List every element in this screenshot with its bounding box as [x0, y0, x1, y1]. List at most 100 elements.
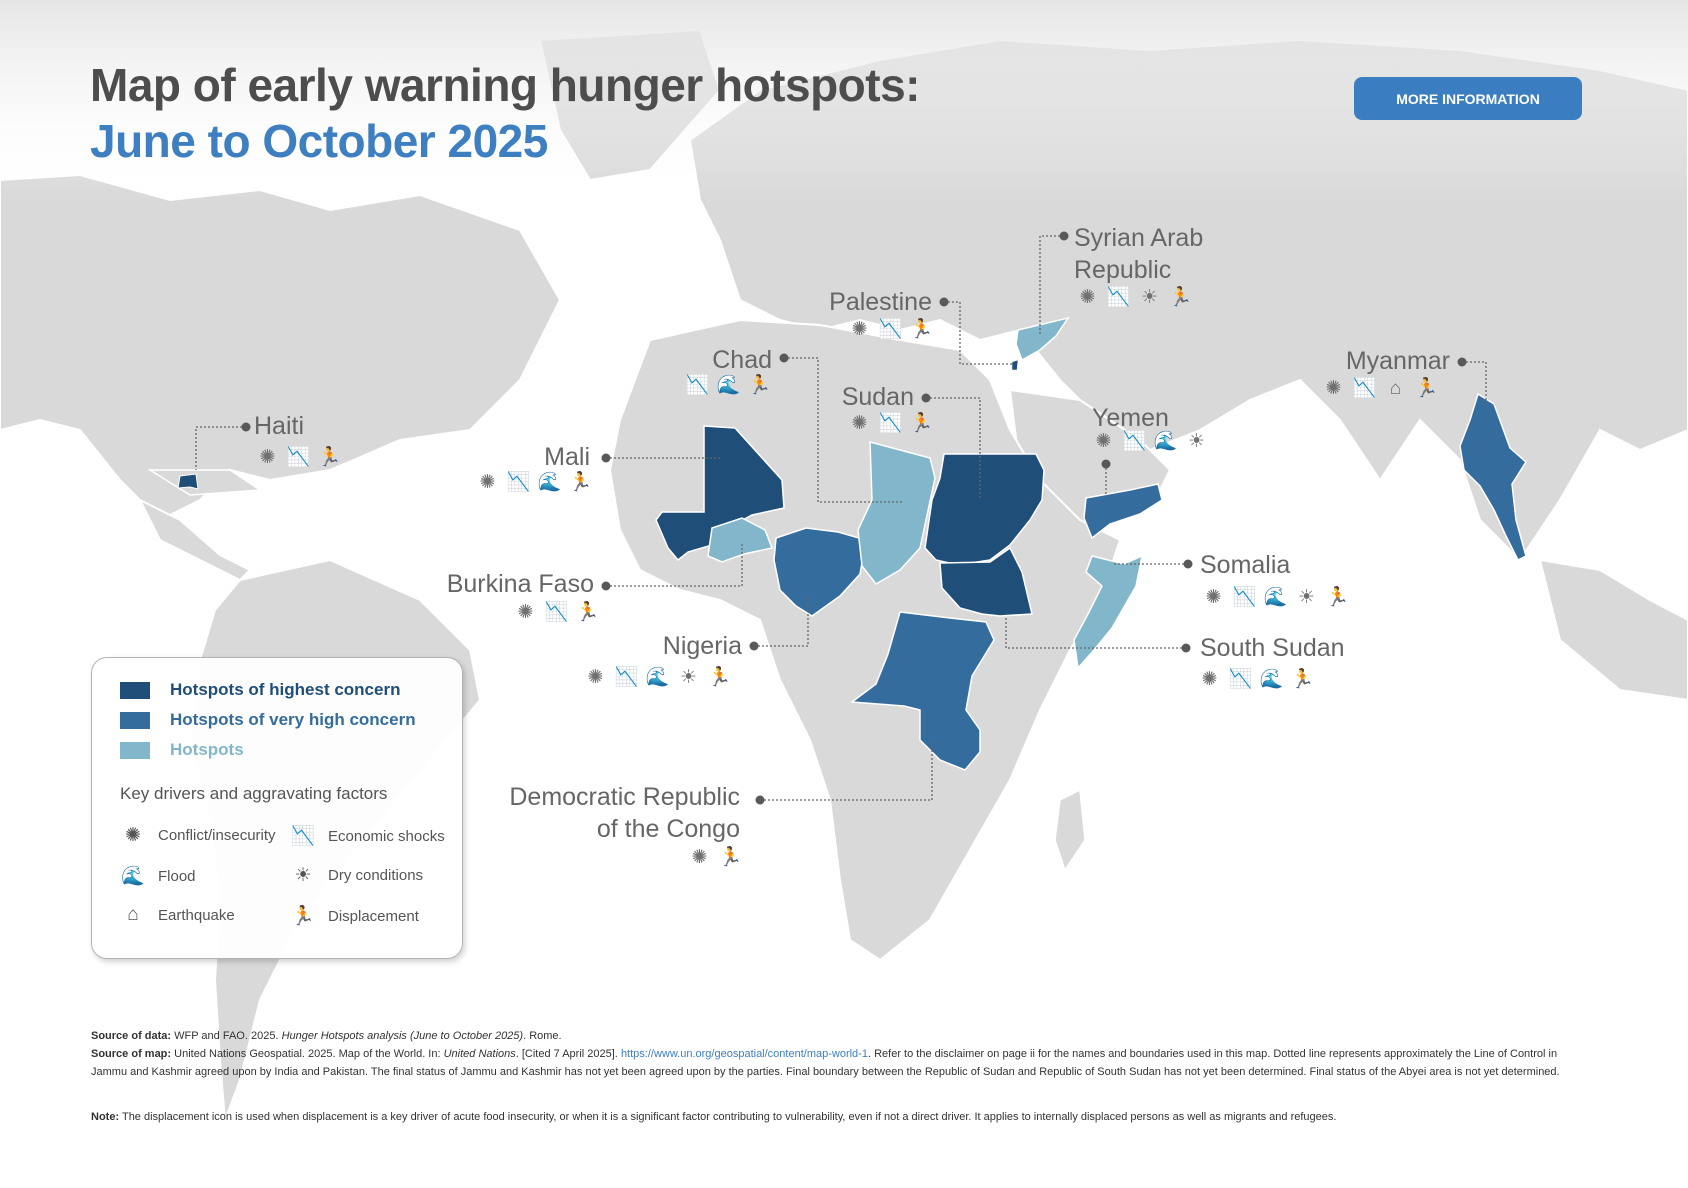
- leader-haiti: [195, 426, 246, 470]
- country-shape-syria: [1015, 316, 1070, 362]
- footer-map-label: Source of map:: [91, 1048, 172, 1060]
- legend-driver-label: Conflict/insecurity: [158, 827, 276, 844]
- footer-note-text: The displacement icon is used when displ…: [121, 1111, 1337, 1123]
- legend-driver-conflict: ✺ Conflict/insecurity: [120, 824, 276, 847]
- country-shape-palestine: [1011, 359, 1019, 371]
- economic-shocks-icon: 📉: [878, 413, 903, 434]
- label-burkina-faso: Burkina Faso: [446, 570, 594, 598]
- footer-map-text3: . Refer to the disclaimer on page ii for…: [91, 1048, 1560, 1078]
- flood-icon: 🌊: [537, 472, 562, 493]
- economic-shocks-icon: 📉: [544, 602, 569, 623]
- legend-driver-dry: ☀ Dry conditions: [290, 864, 423, 887]
- legend-label-highest: Hotspots of highest concern: [170, 680, 401, 699]
- legend-driver-label: Economic shocks: [328, 827, 445, 845]
- displacement-icon: 🏃: [1290, 669, 1315, 690]
- icons-burkina-faso: ✺ 📉 🏃: [512, 601, 601, 625]
- legend-item-very-high: Hotspots of very high concern: [120, 710, 416, 730]
- leader-burkina: [606, 542, 743, 587]
- icons-mali: ✺ 📉 🌊 🏃: [474, 471, 594, 495]
- footer-map-link[interactable]: https://www.un.org/geospatial/content/ma…: [620, 1048, 868, 1060]
- leader-nigeria: [754, 598, 809, 647]
- map-subtitle: June to October 2025: [90, 115, 548, 167]
- legend-drivers-title: Key drivers and aggravating factors: [120, 784, 388, 803]
- country-shape-drc: [849, 611, 995, 771]
- country-shape-myanmar: [1459, 392, 1527, 562]
- legend-label-very-high: Hotspots of very high concern: [170, 710, 416, 729]
- icons-palestine: ✺ 📉 🏃: [846, 318, 935, 342]
- leader-myanmar: [1462, 361, 1487, 404]
- footer-source-of-map: Source of map: United Nations Geospatial…: [91, 1045, 1571, 1081]
- economic-shocks-icon: 📉: [1228, 669, 1253, 690]
- legend-item-highest: Hotspots of highest concern: [120, 680, 400, 700]
- leader-sudan: [926, 397, 981, 498]
- marker-southsudan: [1181, 643, 1191, 653]
- economic-shocks-icon: 📉: [1352, 378, 1377, 399]
- dry-conditions-icon: ☀: [679, 667, 698, 688]
- landmass-southeast-asia: [1538, 558, 1688, 702]
- economic-shocks-icon: 📉: [1106, 287, 1131, 308]
- legend-driver-label: Displacement: [328, 907, 419, 925]
- label-mali: Mali: [544, 443, 590, 471]
- displacement-icon: 🏃: [747, 375, 772, 396]
- country-shape-sudan: [924, 453, 1045, 566]
- country-shape-south-sudan: [939, 546, 1033, 617]
- economic-shocks-icon: 📉: [291, 826, 315, 847]
- marker-haiti: [241, 422, 251, 432]
- dry-conditions-icon: ☀: [294, 865, 312, 886]
- leader-drc: [760, 742, 933, 801]
- marker-chad: [779, 353, 789, 363]
- icons-yemen: ✺ 📉 🌊 ☀: [1090, 430, 1210, 454]
- legend-driver-label: Earthquake: [158, 906, 235, 924]
- leader-syria: [1039, 235, 1064, 334]
- conflict-icon: ✺: [1325, 378, 1342, 399]
- dry-conditions-icon: ☀: [1140, 287, 1159, 308]
- conflict-icon: ✺: [691, 847, 708, 868]
- label-somalia: Somalia: [1200, 551, 1291, 579]
- label-south-sudan: South Sudan: [1200, 634, 1345, 662]
- footer-map-text2: . [Cited 7 April 2025].: [515, 1048, 618, 1060]
- displacement-icon: 🏃: [1414, 378, 1439, 399]
- marker-nigeria: [749, 641, 759, 651]
- label-sudan: Sudan: [841, 383, 914, 411]
- conflict-icon: ✺: [1095, 431, 1112, 452]
- conflict-icon: ✺: [259, 447, 276, 468]
- marker-burkina: [601, 581, 611, 591]
- conflict-icon: ✺: [587, 667, 604, 688]
- leader-palestine: [944, 301, 1012, 365]
- legend-driver-label: Flood: [158, 867, 196, 885]
- landmass-madagascar: [1054, 788, 1086, 872]
- map-title: Map of early warning hunger hotspots:: [90, 59, 920, 111]
- icons-nigeria: ✺ 📉 🌊 ☀ 🏃: [582, 666, 733, 690]
- icons-drc: ✺ 🏃: [686, 846, 744, 870]
- displacement-icon: 🏃: [291, 906, 315, 927]
- displacement-icon: 🏃: [909, 319, 934, 340]
- legend-driver-economic: 📉 Economic shocks: [290, 824, 445, 848]
- country-shape-burkina: [707, 517, 774, 563]
- country-shape-haiti: [177, 473, 199, 490]
- country-shape-yemen: [1083, 483, 1163, 540]
- legend-label-hotspot: Hotspots: [170, 740, 244, 759]
- label-palestine: Palestine: [829, 288, 932, 316]
- country-shape-mali: [655, 425, 785, 562]
- economic-shocks-icon: 📉: [614, 667, 639, 688]
- conflict-icon: ✺: [1201, 669, 1218, 690]
- more-information-button[interactable]: MORE INFORMATION: [1354, 77, 1582, 120]
- label-haiti: Haiti: [254, 412, 305, 440]
- footer-source-of-data: Source of data: WFP and FAO. 2025. Hunge…: [91, 1027, 1571, 1045]
- displacement-icon: 🏃: [575, 602, 600, 623]
- footer-data-text1: WFP and FAO. 2025.: [174, 1030, 279, 1042]
- icons-somalia: ✺ 📉 🌊 ☀ 🏃: [1200, 586, 1351, 610]
- legend-driver-flood: 🌊 Flood: [120, 864, 196, 888]
- country-shape-nigeria: [773, 527, 867, 617]
- marker-somalia: [1183, 559, 1193, 569]
- displacement-icon: 🏃: [909, 413, 934, 434]
- marker-mali: [601, 453, 611, 463]
- displacement-icon: 🏃: [718, 847, 743, 868]
- marker-yemen: [1101, 459, 1111, 469]
- economic-shocks-icon: 📉: [1122, 431, 1147, 452]
- displacement-icon: 🏃: [1168, 287, 1193, 308]
- icons-myanmar: ✺ 📉 ⌂ 🏃: [1320, 377, 1440, 401]
- marker-sudan: [921, 393, 931, 403]
- leader-chad: [784, 357, 902, 503]
- landmass-caribbean: [147, 469, 263, 496]
